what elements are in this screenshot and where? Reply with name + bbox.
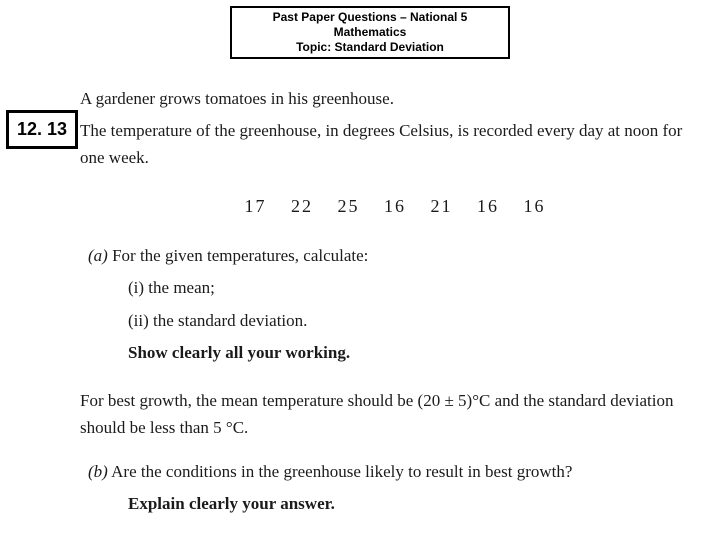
question-number: 12. 13: [17, 119, 67, 139]
part-a-i-label: (i): [128, 278, 144, 297]
part-b-label: (b): [88, 462, 108, 481]
header-box: Past Paper Questions – National 5 Mathem…: [230, 6, 510, 59]
header-line-3: Topic: Standard Deviation: [236, 40, 504, 55]
question-number-box: 12. 13: [6, 110, 78, 149]
part-a-i-text: the mean;: [148, 278, 215, 297]
part-b-text: Are the conditions in the greenhouse lik…: [111, 462, 572, 481]
show-working: Show clearly all your working.: [128, 340, 710, 366]
header-line-1: Past Paper Questions – National 5: [236, 10, 504, 25]
part-a-text: For the given temperatures, calculate:: [112, 246, 368, 265]
part-b: (b) Are the conditions in the greenhouse…: [88, 459, 710, 485]
condition-text: For best growth, the mean temperature sh…: [80, 388, 710, 441]
part-a-ii-label: (ii): [128, 311, 149, 330]
data-values: 17 22 25 16 21 16 16: [80, 193, 710, 221]
part-a-ii: (ii) the standard deviation.: [128, 308, 710, 334]
header-line-2: Mathematics: [236, 25, 504, 40]
intro-line-2: The temperature of the greenhouse, in de…: [80, 118, 710, 171]
part-a-label: (a): [88, 246, 108, 265]
intro-line-1: A gardener grows tomatoes in his greenho…: [80, 86, 710, 112]
part-a-i: (i) the mean;: [128, 275, 710, 301]
part-a: (a) For the given temperatures, calculat…: [88, 243, 710, 269]
question-body: A gardener grows tomatoes in his greenho…: [80, 80, 710, 524]
explain-answer: Explain clearly your answer.: [128, 491, 710, 517]
part-a-ii-text: the standard deviation.: [153, 311, 307, 330]
